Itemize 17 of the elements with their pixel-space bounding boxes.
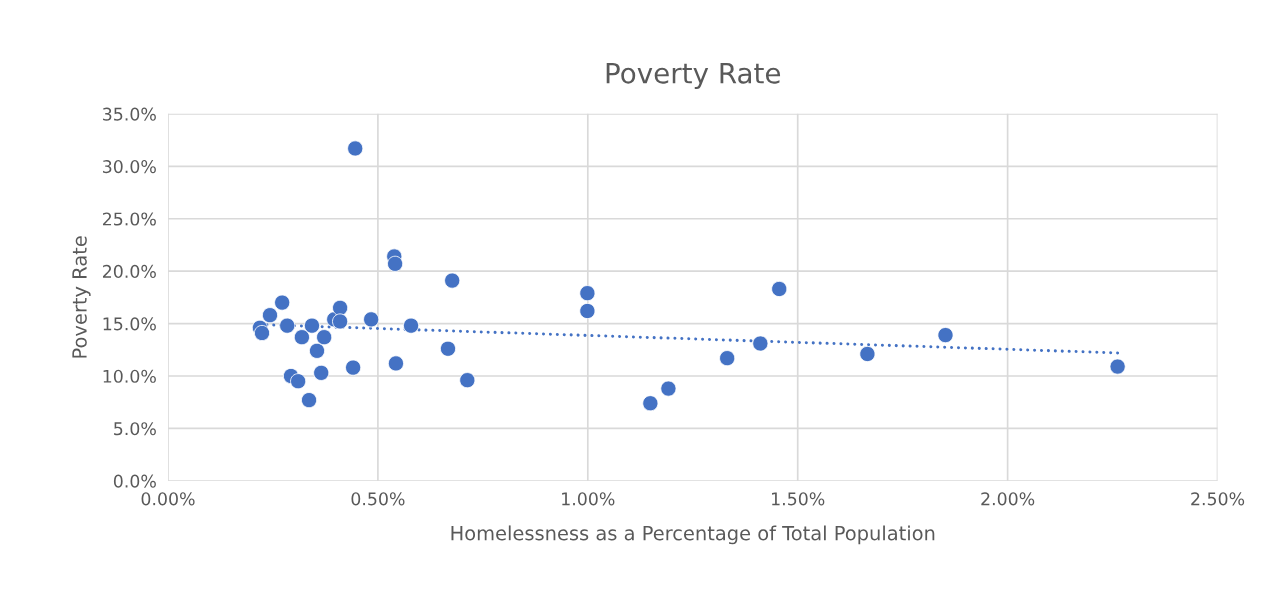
y-tick-label: 15.0% — [103, 317, 156, 331]
y-tick-label: 0.0% — [113, 474, 156, 488]
chart-title: Poverty Rate — [606, 63, 781, 90]
y-tick-label: 25.0% — [102, 212, 156, 226]
y-tick-label: 10.0% — [103, 369, 156, 383]
x-tick-label: 1.50% — [772, 492, 825, 506]
x-tick-label: 2.50% — [1191, 492, 1245, 506]
x-axis-title: Homelessness as a Percentage of Total Population — [451, 525, 935, 545]
y-tick-label: 35.0% — [103, 107, 156, 121]
y-axis-title: Poverty Rate — [72, 236, 91, 358]
y-tick-label: 30.0% — [103, 160, 156, 174]
y-tick-label: 5.0% — [114, 422, 156, 436]
y-tick-label: 20.0% — [102, 264, 156, 278]
x-tick-label: 2.00% — [981, 492, 1035, 506]
x-tick-label: 0.00% — [141, 492, 195, 506]
x-tick-label: 1.00% — [562, 492, 615, 506]
x-tick-label: 0.50% — [351, 492, 405, 506]
